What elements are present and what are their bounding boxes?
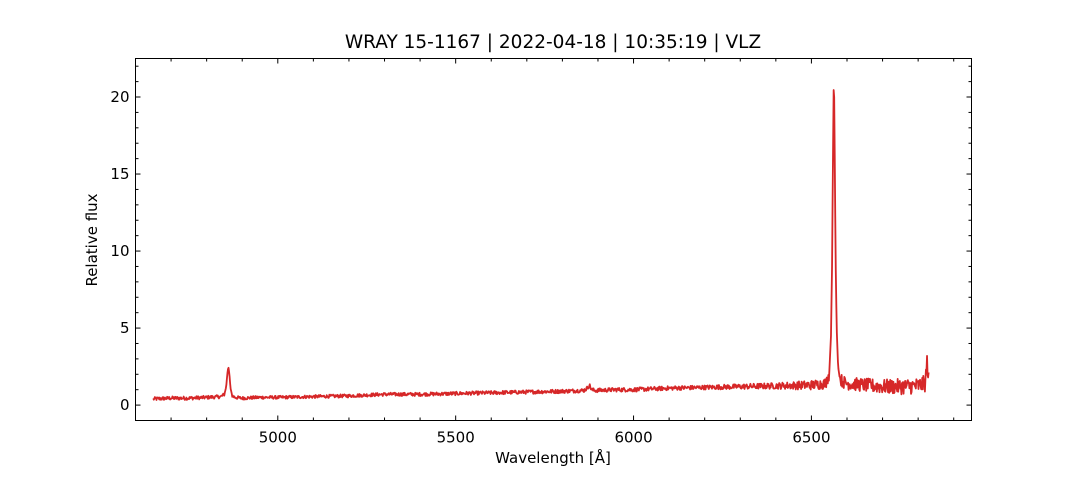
y-tick-label: 15: [110, 165, 129, 183]
y-tick-label: 0: [120, 396, 130, 414]
x-tick-label: 6500: [792, 429, 830, 447]
x-axis-ticks: 5000 5500 6000 6500: [170, 58, 955, 447]
plot-area: 5000 5500 6000 6500 0 5 10 15 20: [110, 58, 972, 447]
y-axis-ticks: 0 5 10 15 20: [110, 65, 972, 421]
spectrum-line: [152, 89, 930, 401]
axes-frame: [135, 58, 972, 421]
x-tick-label: 6000: [614, 429, 652, 447]
y-axis-label: Relative flux: [83, 193, 101, 286]
x-tick-label: 5500: [437, 429, 475, 447]
y-tick-label: 20: [110, 88, 129, 106]
series-layer: [152, 89, 930, 401]
x-tick-label: 5000: [259, 429, 297, 447]
chart-title: WRAY 15-1167 | 2022-04-18 | 10:35:19 | V…: [345, 32, 761, 53]
y-tick-label: 10: [110, 242, 129, 260]
y-tick-label: 5: [120, 319, 130, 337]
x-axis-label: Wavelength [Å]: [495, 448, 611, 467]
